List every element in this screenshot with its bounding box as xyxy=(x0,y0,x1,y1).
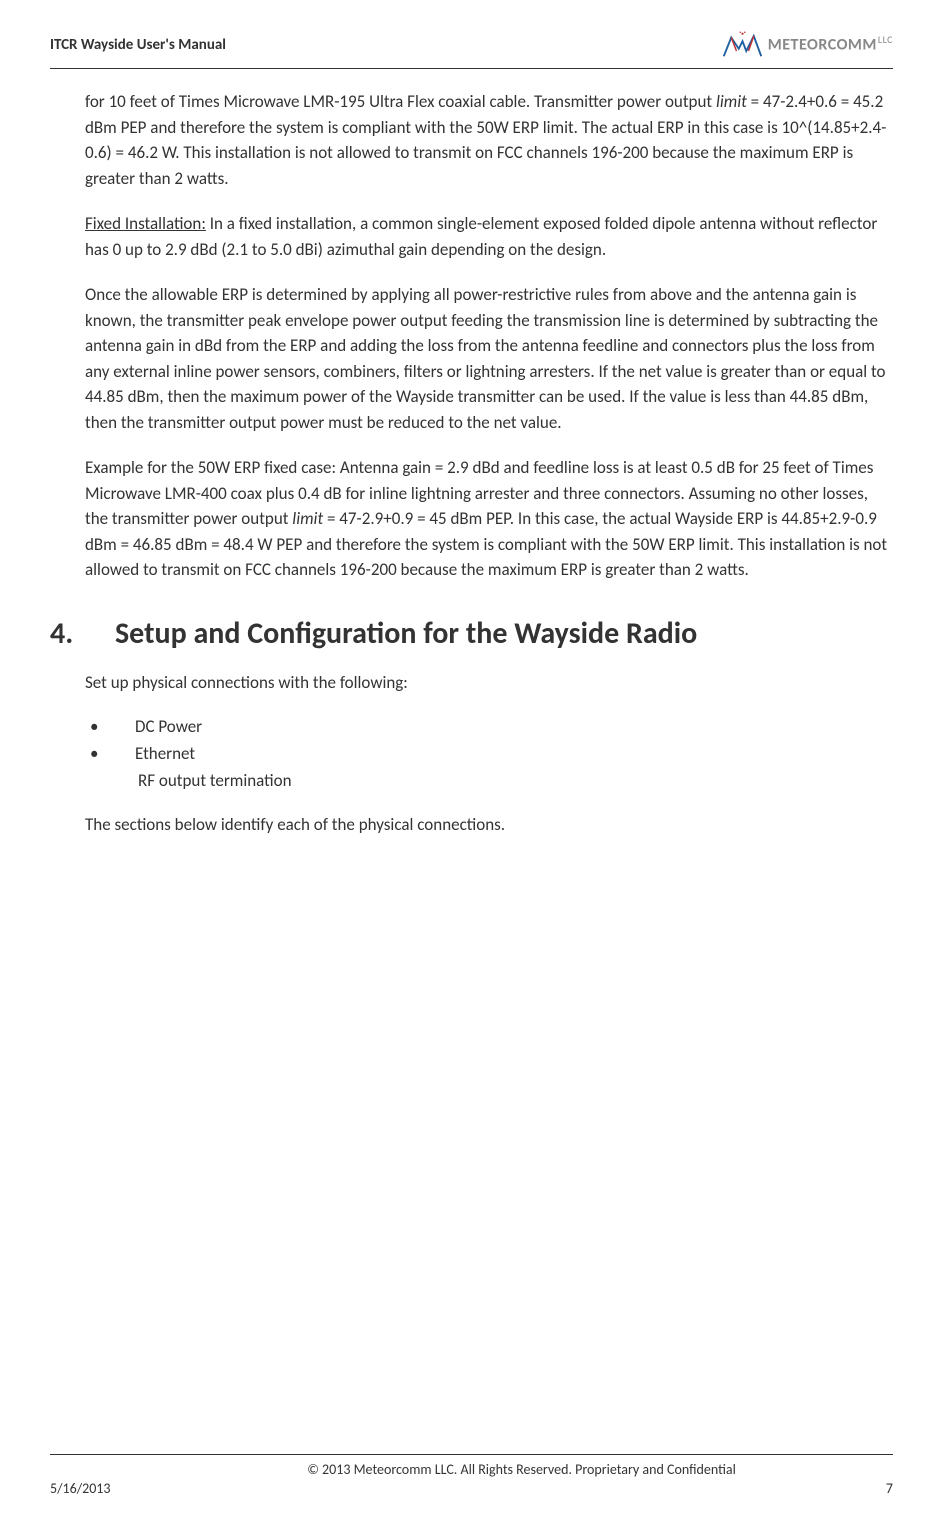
logo-text: METEORCOMMLLC xyxy=(768,33,893,57)
section-number: 4. xyxy=(50,613,90,655)
bullet-icon: • xyxy=(90,715,100,739)
footer-page-number: 7 xyxy=(886,1479,893,1499)
page-content: for 10 feet of Times Microwave LMR-195 U… xyxy=(50,89,893,838)
paragraph-sections-intro: The sections below identify each of the … xyxy=(85,812,893,838)
list-item: • Ethernet xyxy=(90,742,893,766)
footer-date: 5/16/2013 xyxy=(50,1479,110,1499)
list-item-label: Ethernet xyxy=(135,742,195,766)
company-logo: METEORCOMMLLC xyxy=(720,30,893,60)
page-header: ITCR Wayside User's Manual METEORCOMMLLC xyxy=(50,30,893,69)
paragraph-continuation: for 10 feet of Times Microwave LMR-195 U… xyxy=(85,89,893,191)
list-item: • DC Power xyxy=(90,715,893,739)
document-title: ITCR Wayside User's Manual xyxy=(50,35,226,56)
page-footer: © 2013 Meteorcomm LLC. All Rights Reserv… xyxy=(50,1454,893,1499)
section-title: Setup and Configuration for the Wayside … xyxy=(115,613,697,655)
section-heading: 4. Setup and Configuration for the Waysi… xyxy=(50,613,893,655)
list-item: RF output termination xyxy=(138,769,893,793)
paragraph-example: Example for the 50W ERP fixed case: Ante… xyxy=(85,455,893,583)
logo-icon xyxy=(720,30,765,60)
list-item-label: DC Power xyxy=(135,715,202,739)
paragraph-erp-determination: Once the allowable ERP is determined by … xyxy=(85,282,893,435)
bullet-list: • DC Power • Ethernet RF output terminat… xyxy=(90,715,893,792)
list-item-label: RF output termination xyxy=(138,769,292,793)
footer-copyright: © 2013 Meteorcomm LLC. All Rights Reserv… xyxy=(50,1460,893,1480)
bullet-icon: • xyxy=(90,742,100,766)
paragraph-fixed-installation: Fixed Installation: In a fixed installat… xyxy=(85,211,893,262)
paragraph-setup-intro: Set up physical connections with the fol… xyxy=(85,670,893,696)
